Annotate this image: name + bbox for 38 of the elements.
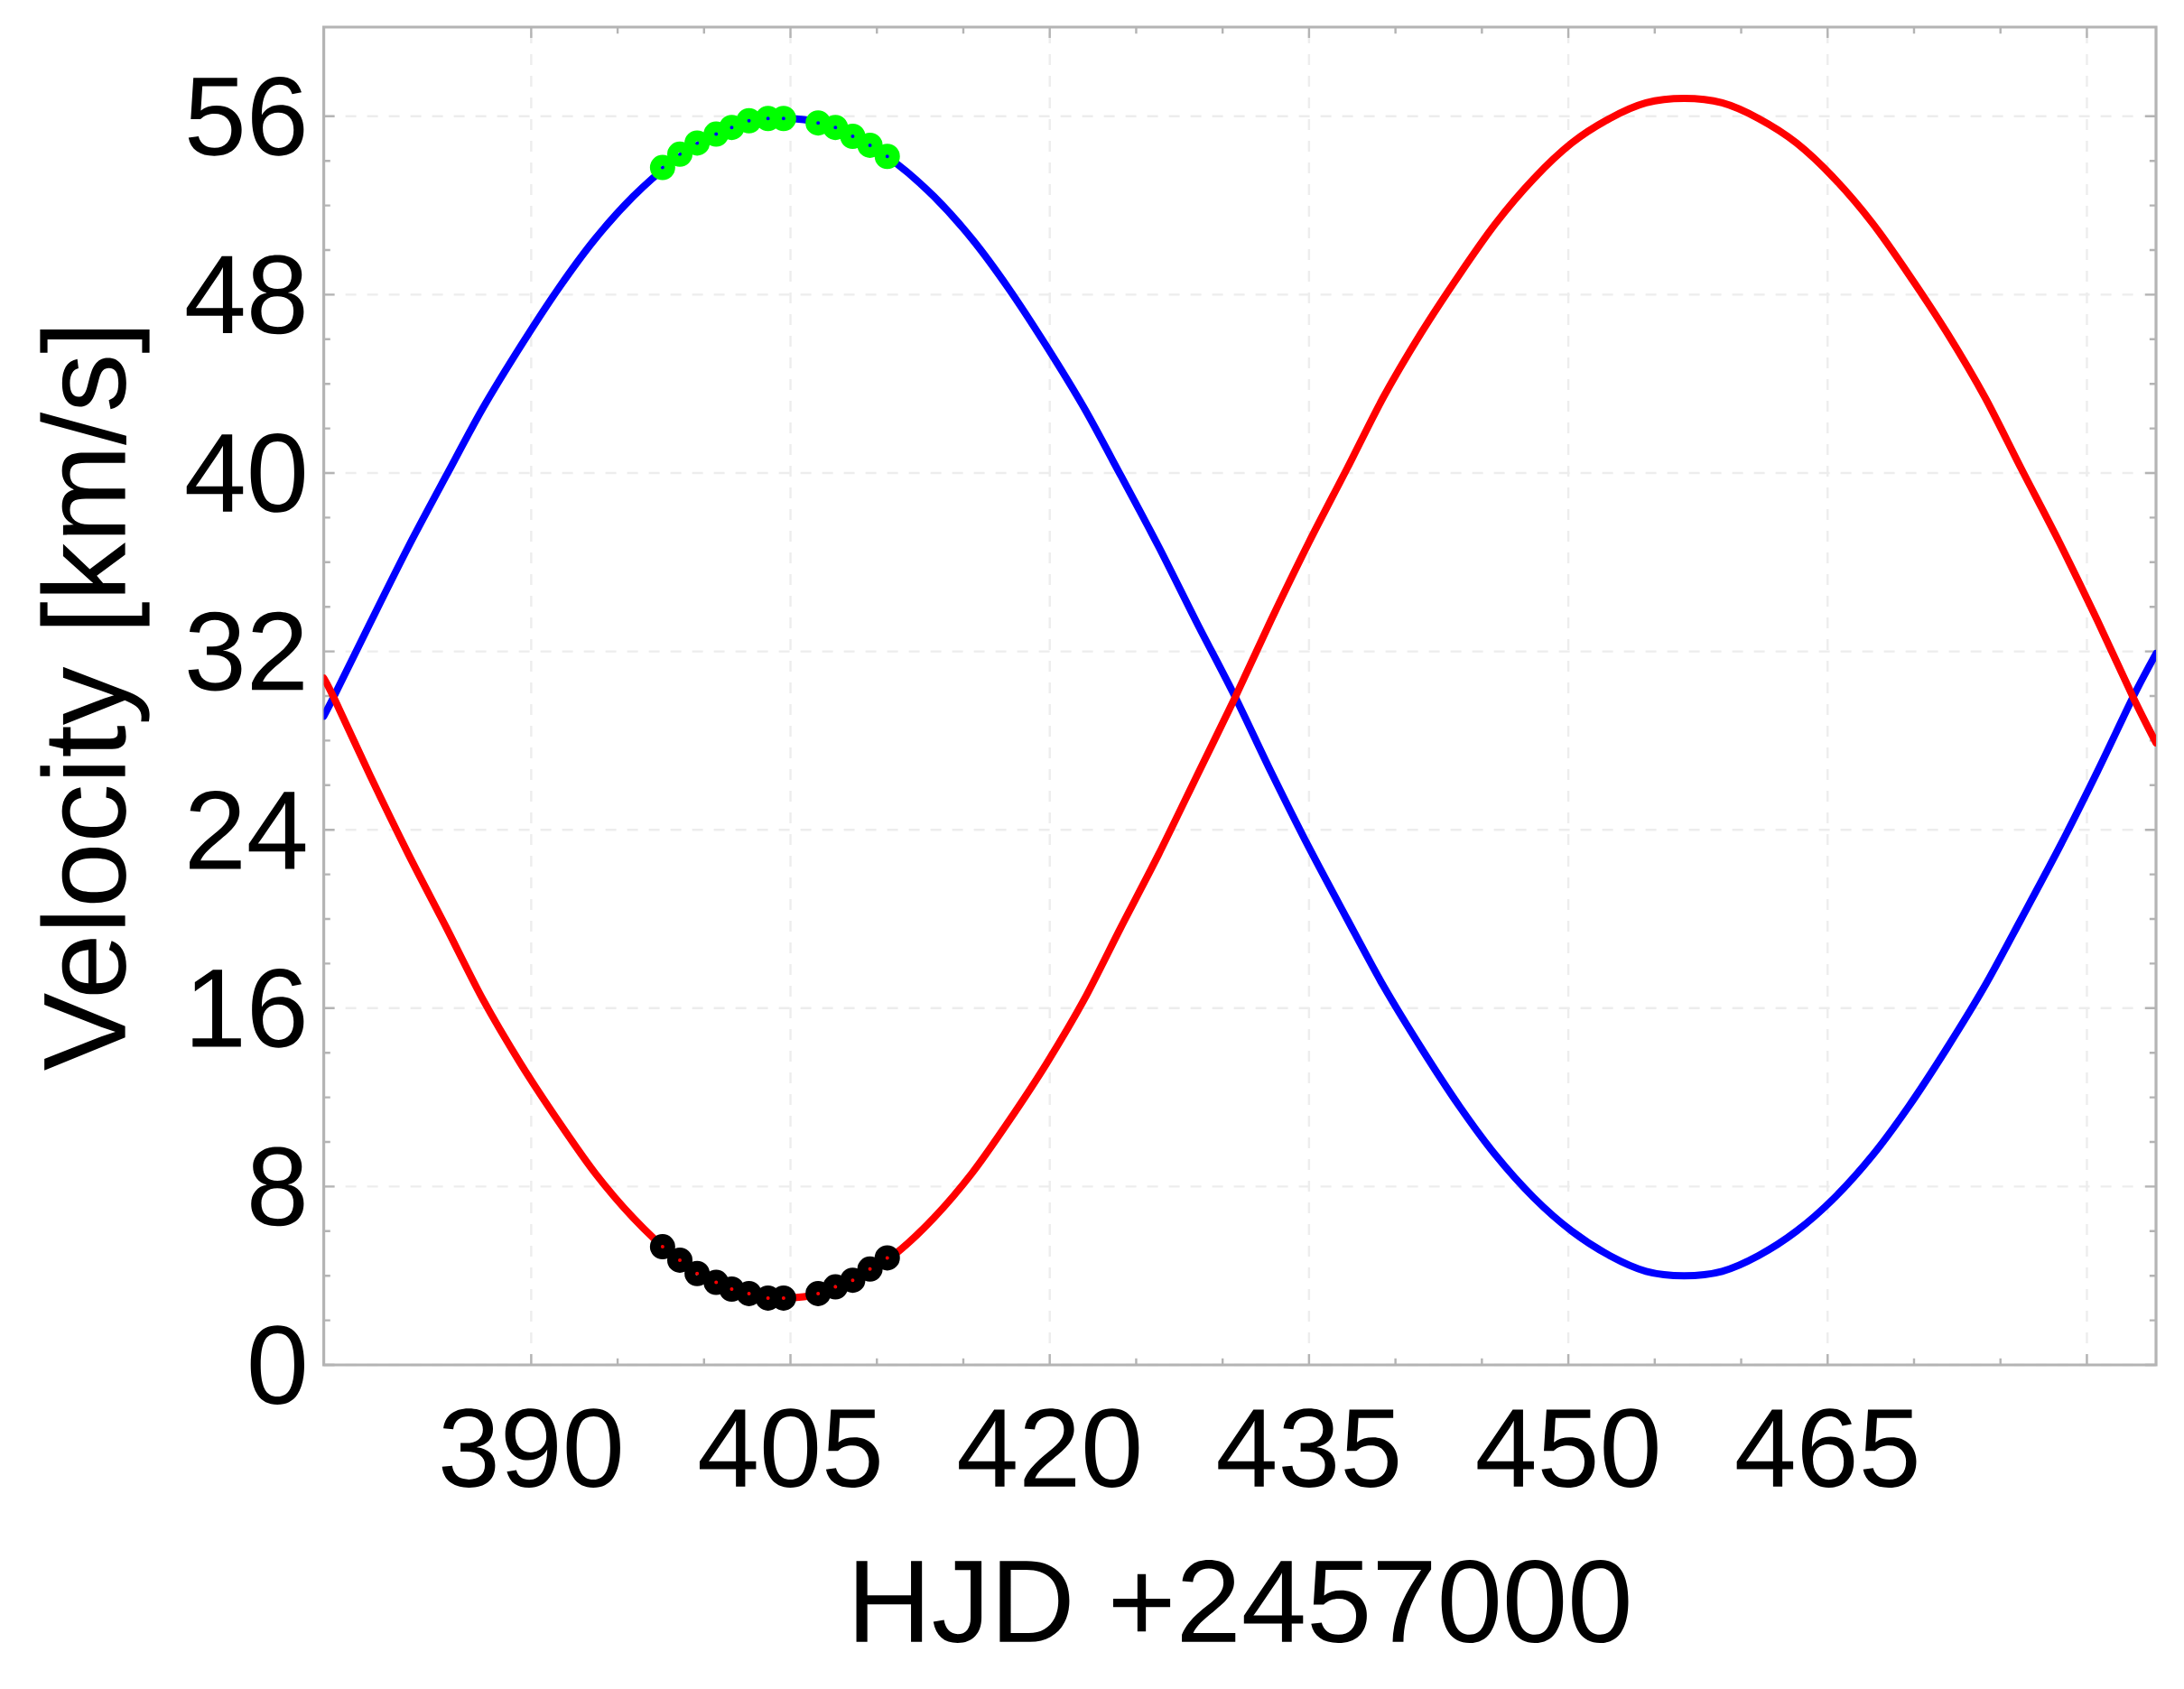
point	[822, 1274, 849, 1300]
x-tick-label: 420	[959, 1408, 1139, 1488]
x-tick-label: 435	[1218, 1408, 1399, 1488]
y-axis-title: Velocity [km/s]	[40, 329, 150, 1071]
y-tick-label: 8	[251, 1146, 304, 1227]
y-tick-label: 16	[192, 968, 304, 1048]
point	[805, 1280, 832, 1306]
point	[703, 121, 730, 147]
point	[857, 1256, 883, 1282]
point	[649, 1234, 675, 1260]
y-tick-label: 24	[190, 790, 306, 869]
point	[667, 1247, 692, 1273]
y-tick-label: 40	[186, 433, 304, 513]
y-tick-label: 32	[188, 611, 303, 691]
point	[684, 1260, 711, 1286]
point	[736, 1280, 762, 1306]
x-tick-label: 465	[1736, 1408, 1917, 1488]
point	[840, 124, 866, 150]
y-tick-label: 48	[186, 255, 304, 335]
point	[719, 115, 745, 141]
point	[667, 141, 692, 167]
point	[805, 110, 832, 136]
point	[719, 1276, 745, 1303]
x-tick-label: 405	[699, 1408, 879, 1488]
point	[857, 132, 883, 158]
point	[840, 1267, 866, 1294]
point	[874, 1245, 900, 1271]
point	[703, 1269, 730, 1295]
point	[822, 115, 849, 141]
x-axis-title: HJD +2457000	[856, 1560, 1629, 1643]
point	[684, 130, 711, 156]
x-tick-label: 390	[441, 1408, 620, 1488]
y-tick-label: 0	[250, 1325, 304, 1405]
point	[874, 144, 900, 170]
x-tick-label: 450	[1477, 1408, 1658, 1488]
point	[736, 107, 762, 134]
point	[649, 154, 675, 181]
y-tick-label: 56	[188, 76, 304, 156]
